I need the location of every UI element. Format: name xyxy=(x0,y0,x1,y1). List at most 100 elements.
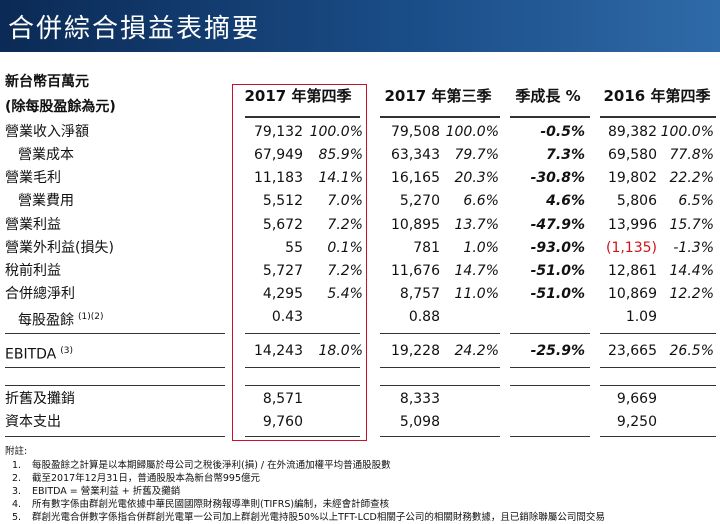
cell: 16,165 xyxy=(391,170,440,186)
rule xyxy=(380,367,500,368)
footnote-heading: 附註: xyxy=(5,446,28,457)
footnote-text: 截至2017年12月31日，普通股股本為新台幣995億元 xyxy=(32,473,260,484)
footnote-number: 3. xyxy=(12,486,22,497)
cell: 7.2% xyxy=(327,217,363,233)
cell: 14.7% xyxy=(454,263,499,279)
cell: 18.0% xyxy=(318,343,363,359)
cell: 55 xyxy=(285,240,303,256)
cell: 10,895 xyxy=(391,217,440,233)
cell: 1.09 xyxy=(625,309,657,325)
cell: (1,135) xyxy=(605,240,657,256)
cell: 5,098 xyxy=(399,414,440,430)
cell: 14,243 xyxy=(254,343,303,359)
cell: 100.0% xyxy=(445,124,499,140)
cell: 10,869 xyxy=(608,286,657,302)
rule xyxy=(5,333,225,334)
cell: 22.2% xyxy=(669,170,714,186)
cell: 9,760 xyxy=(262,414,303,430)
cell: 9,250 xyxy=(616,414,657,430)
row-label: 合併總淨利 xyxy=(5,286,75,302)
cell: 5,806 xyxy=(616,193,657,209)
slide-title: 合併綜合損益表摘要 xyxy=(8,14,261,44)
cell: -51.0% xyxy=(530,263,585,279)
rule xyxy=(600,385,716,386)
unit-label: (除每股盈餘為元) xyxy=(5,99,116,115)
rule xyxy=(510,436,590,437)
cell: 79,508 xyxy=(391,124,440,140)
cell: 19,802 xyxy=(608,170,657,186)
cell: 5,270 xyxy=(399,193,440,209)
cell: 8,333 xyxy=(399,391,440,407)
rule xyxy=(600,367,716,368)
cell: 69,580 xyxy=(608,147,657,163)
column-header: 季成長 % xyxy=(515,87,581,105)
cell: -1.3% xyxy=(673,240,714,256)
rule xyxy=(510,116,590,118)
rule xyxy=(245,385,360,386)
column-header: 2017 年第四季 xyxy=(244,87,352,105)
rule xyxy=(510,367,590,368)
cell: 11.0% xyxy=(454,286,499,302)
cell: -25.9% xyxy=(530,343,585,359)
row-label: 營業費用 xyxy=(18,193,74,209)
cell: 100.0% xyxy=(660,124,714,140)
cell: -51.0% xyxy=(530,286,585,302)
highlight-box xyxy=(232,84,367,441)
cell: 26.5% xyxy=(669,343,714,359)
rule xyxy=(380,116,500,118)
cell: 781 xyxy=(413,240,440,256)
cell: 5,672 xyxy=(262,217,303,233)
cell: 4.6% xyxy=(546,193,585,209)
cell: 24.2% xyxy=(454,343,499,359)
row-label: 折舊及攤銷 xyxy=(5,391,75,407)
cell: 6.6% xyxy=(463,193,499,209)
row-label: EBITDA (3) xyxy=(5,346,73,363)
rule xyxy=(510,333,590,334)
cell: 13.7% xyxy=(454,217,499,233)
cell: 63,343 xyxy=(391,147,440,163)
cell: -47.9% xyxy=(530,217,585,233)
cell: 7.3% xyxy=(546,147,585,163)
cell: 0.88 xyxy=(408,309,440,325)
cell: -0.5% xyxy=(540,124,585,140)
footnote-number: 2. xyxy=(12,473,22,484)
row-label: 營業毛利 xyxy=(5,170,61,186)
rule xyxy=(380,436,500,437)
cell: 5,512 xyxy=(262,193,303,209)
cell: 85.9% xyxy=(318,147,363,163)
row-label: 每股盈餘 (1)(2) xyxy=(18,312,104,329)
header-bar: 合併綜合損益表摘要 xyxy=(0,0,720,52)
cell: 0.43 xyxy=(271,309,303,325)
cell: 12.2% xyxy=(669,286,714,302)
cell: 19,228 xyxy=(391,343,440,359)
row-label: 稅前利益 xyxy=(5,263,61,279)
row-label: 資本支出 xyxy=(5,414,61,430)
cell: -30.8% xyxy=(530,170,585,186)
footnote-text: 每股盈餘之計算是以本期歸屬於母公司之稅後淨利(損) / 在外流通加權平均普通股股… xyxy=(32,460,391,471)
cell: 13,996 xyxy=(608,217,657,233)
rule xyxy=(510,385,590,386)
footnote-number: 1. xyxy=(12,460,22,471)
row-label: 營業成本 xyxy=(18,147,74,163)
cell: 77.8% xyxy=(669,147,714,163)
cell: -93.0% xyxy=(530,240,585,256)
rule xyxy=(245,367,360,368)
rule xyxy=(245,333,360,334)
column-header: 2016 年第四季 xyxy=(603,87,711,105)
row-label: 營業收入淨額 xyxy=(5,124,89,140)
cell: 11,676 xyxy=(391,263,440,279)
cell: 15.7% xyxy=(669,217,714,233)
footnote-ref: (1)(2) xyxy=(78,312,104,322)
footnote-number: 5. xyxy=(12,512,22,523)
rule xyxy=(245,436,360,437)
cell: 5,727 xyxy=(262,263,303,279)
cell: 14.1% xyxy=(318,170,363,186)
cell: 9,669 xyxy=(616,391,657,407)
cell: 5.4% xyxy=(327,286,363,302)
cell: 23,665 xyxy=(608,343,657,359)
cell: 12,861 xyxy=(608,263,657,279)
footnote-number: 4. xyxy=(12,499,22,510)
column-header: 2017 年第三季 xyxy=(384,87,492,105)
rule xyxy=(5,367,225,368)
footnote-ref: (3) xyxy=(60,346,73,356)
